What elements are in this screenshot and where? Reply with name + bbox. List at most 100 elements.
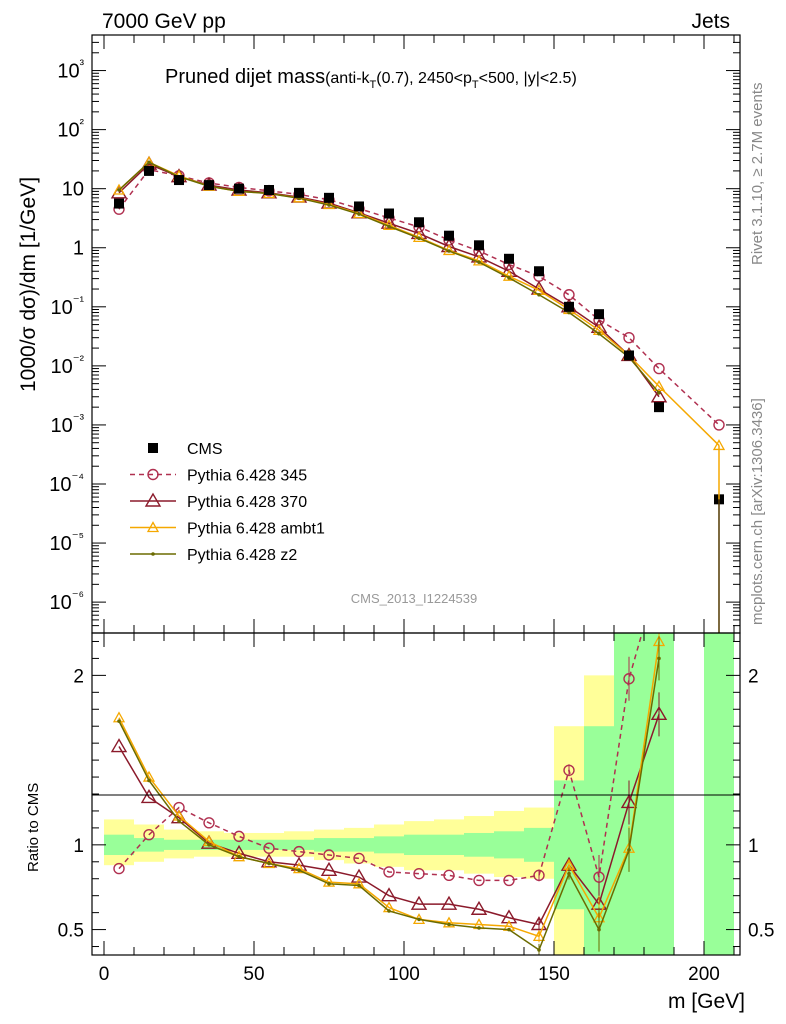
data-point-ratio: [530, 916, 548, 931]
data-point-ratio: [533, 869, 545, 882]
legend-label: Pythia 6.428 ambt1: [187, 521, 325, 538]
data-point-main: [204, 180, 214, 191]
data-point-main: [472, 254, 486, 266]
legend: CMS Pythia 6.428 345 Pythia 6.428 370 Pythi…: [130, 441, 325, 564]
data-point-ratio: [387, 909, 391, 913]
data-point-ratio: [147, 778, 151, 783]
header-left: 7000 GeV pp: [102, 10, 226, 33]
data-point-main: [477, 260, 481, 264]
y-tick-label-ratio-right: 0.5: [748, 921, 774, 942]
data-point-main: [384, 208, 394, 219]
y-tick-label-main: 10²: [57, 116, 84, 142]
data-point-main: [294, 187, 304, 198]
data-point-ratio: [654, 569, 664, 579]
uncertainty-band-green: [104, 834, 134, 856]
data-point-main: [713, 419, 725, 431]
y-tick-label-main: 10⁻⁵: [49, 529, 84, 555]
data-point-ratio: [500, 909, 518, 924]
y-tick-label-main: 10⁻⁶: [50, 588, 84, 614]
y-tick-label-main: 10: [62, 179, 84, 201]
uncertainty-band-green: [224, 839, 254, 850]
x-tick-label: 200: [688, 964, 720, 985]
legend-marker: [147, 468, 159, 481]
chart-title-sub-1: (anti-k: [325, 70, 370, 87]
data-point-ratio: [352, 877, 366, 889]
data-point-ratio: [593, 871, 605, 883]
data-point-main: [234, 183, 244, 194]
uncertainty-band-green: [374, 836, 404, 854]
uncertainty-band-green: [464, 832, 494, 857]
y-tick-label-ratio: 2: [73, 666, 84, 687]
main-plot-frame: [91, 34, 741, 634]
y-tick-label-main: 10⁻¹: [51, 293, 85, 319]
data-point-ratio: [173, 801, 185, 814]
data-point-main: [623, 331, 635, 344]
data-point-ratio: [503, 874, 515, 887]
legend-marker: [146, 521, 160, 533]
data-point-ratio: [353, 852, 365, 865]
uncertainty-band-green: [164, 839, 194, 850]
chart-title-sub-2: (0.7), 2450<p: [376, 70, 472, 87]
data-point-ratio: [327, 882, 331, 886]
data-point-ratio: [417, 917, 421, 922]
legend-marker: [151, 552, 155, 556]
x-tick-label: 150: [538, 964, 570, 985]
data-point-ratio: [623, 673, 635, 685]
data-point-ratio: [260, 853, 278, 868]
data-point-main: [534, 266, 544, 277]
data-point-main: [537, 292, 541, 297]
data-point-ratio: [117, 719, 121, 723]
y-tick-label-main: 10⁻⁴: [49, 470, 84, 496]
y-tick-label-main: 1: [73, 238, 84, 260]
data-point-ratio: [563, 764, 575, 776]
data-point-main: [657, 390, 661, 395]
data-point-main: [174, 175, 184, 186]
data-point-main: [112, 183, 126, 195]
data-point-ratio: [140, 789, 158, 804]
uncertainty-band-green: [254, 839, 284, 850]
data-point-main: [324, 192, 334, 203]
data-point-ratio: [650, 705, 668, 721]
data-point-ratio: [507, 927, 511, 932]
data-point-ratio: [207, 843, 211, 847]
mcplots-label: mcplots.cern.ch [arXiv:1306.3436]: [749, 398, 766, 625]
data-point-ratio: [620, 794, 638, 809]
uncertainty-band-green: [434, 834, 464, 856]
data-point-main: [357, 212, 361, 216]
data-point-ratio: [263, 842, 275, 854]
y-tick-label-ratio-right: 2: [748, 666, 759, 687]
uncertainty-band-green: [284, 839, 314, 850]
legend-label: Pythia 6.428 370: [187, 494, 307, 511]
data-point-ratio: [537, 948, 541, 952]
chart-title: Pruned dijet mass(anti-kT(0.7), 2450<pT<…: [165, 66, 577, 91]
uncertainty-band-green: [314, 838, 344, 852]
chart-title-sub-3: <500, |y|<2.5): [479, 70, 577, 87]
data-point-ratio: [443, 869, 455, 882]
x-tick-label: 0: [99, 964, 110, 985]
series-line-main: [118, 161, 720, 446]
uncertainty-band-green: [344, 838, 374, 852]
series-line-main: [118, 161, 660, 394]
data-point-ratio: [567, 871, 571, 876]
data-point-main: [114, 198, 124, 209]
data-point-main: [117, 188, 121, 192]
uncertainty-band-green: [704, 633, 734, 955]
chart-title-sub-T1: T: [370, 79, 377, 91]
legend-label: Pythia 6.428 z2: [187, 547, 297, 564]
x-tick-label: 100: [388, 964, 420, 985]
chart-title-main: Pruned dijet mass: [165, 66, 325, 88]
data-point-main: [597, 331, 601, 336]
uncertainty-band-green: [644, 633, 674, 955]
data-point-ratio: [357, 883, 361, 888]
data-point-main: [414, 217, 424, 228]
y-axis-label-ratio: Ratio to CMS: [25, 783, 42, 872]
data-point-ratio: [627, 848, 631, 852]
data-point-ratio: [532, 930, 546, 942]
legend-marker: [144, 492, 162, 507]
data-point-ratio: [323, 849, 335, 861]
data-point-main: [652, 380, 666, 392]
data-point-ratio: [297, 868, 301, 873]
data-point-ratio: [350, 868, 368, 883]
data-point-main: [417, 236, 421, 241]
data-point-ratio: [380, 887, 398, 902]
